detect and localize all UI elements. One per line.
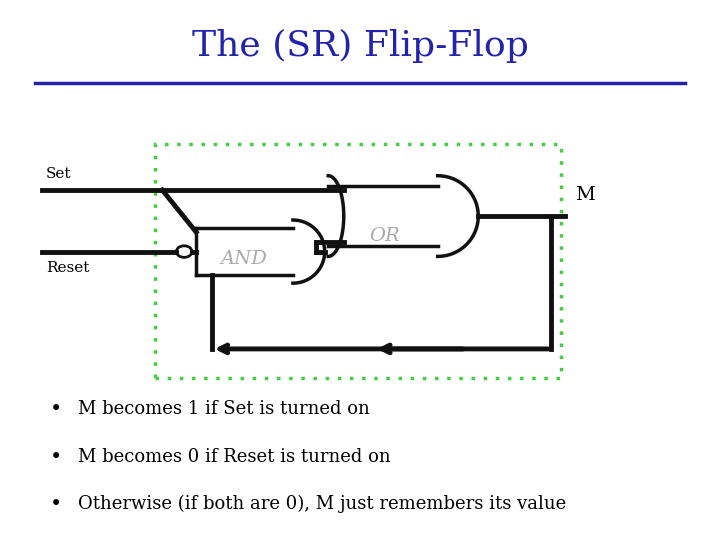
Text: AND: AND bbox=[220, 251, 267, 268]
Text: M becomes 1 if Set is turned on: M becomes 1 if Set is turned on bbox=[78, 401, 369, 418]
Text: •: • bbox=[50, 400, 63, 420]
Text: Set: Set bbox=[46, 166, 71, 180]
Text: M becomes 0 if Reset is turned on: M becomes 0 if Reset is turned on bbox=[78, 448, 390, 466]
Text: The (SR) Flip-Flop: The (SR) Flip-Flop bbox=[192, 29, 528, 63]
Text: OR: OR bbox=[369, 227, 400, 245]
Text: •: • bbox=[50, 447, 63, 467]
Text: •: • bbox=[50, 494, 63, 514]
Text: Reset: Reset bbox=[46, 261, 89, 275]
Text: M: M bbox=[575, 186, 595, 205]
Bar bbox=[156, 144, 562, 378]
Text: Otherwise (if both are 0), M just remembers its value: Otherwise (if both are 0), M just rememb… bbox=[78, 495, 566, 513]
